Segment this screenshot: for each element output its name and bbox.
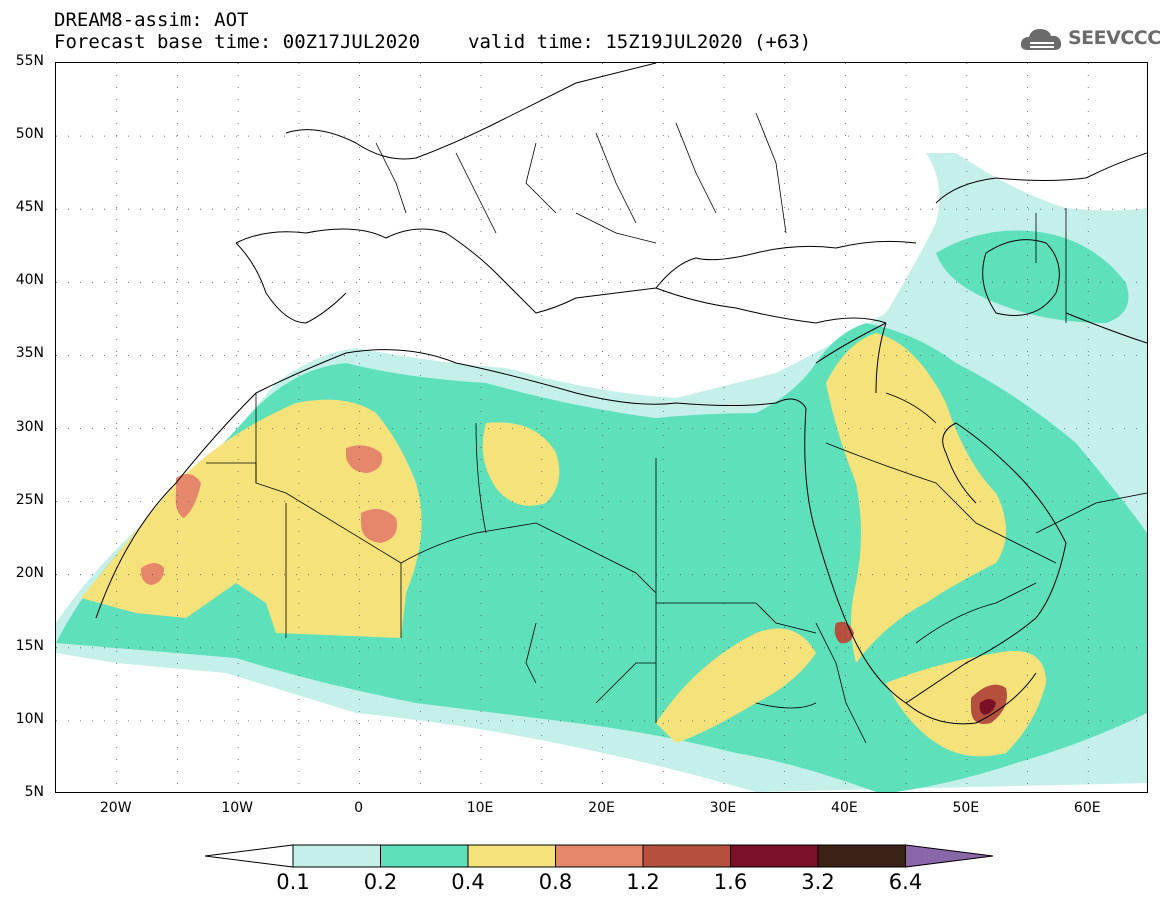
colorbar-label: 0.4 [451,870,485,894]
colorbar-segment [467,844,556,868]
lon-label: 20W [99,800,132,816]
colorbar-label: 0.2 [363,870,398,894]
lat-label: 50N [15,126,44,143]
aot-band-0_2-north [936,230,1129,323]
map-title: DREAM8-assim: AOT [54,9,249,31]
lat-label: 45N [15,199,44,216]
aot-band-0_8-d [140,563,164,585]
colorbar-label: 6.4 [888,870,923,894]
valid-time-label: valid time: 15Z19JUL2020 (+63) [468,31,812,53]
aot-band-0_4-west [81,399,422,638]
lon-label: 60E [1073,800,1101,816]
lon-label: 40E [831,800,858,816]
colorbar-segment [380,844,469,868]
base-time-label: Forecast base time: 00Z17JUL2020 [54,31,421,53]
colorbar-segment [642,844,731,868]
colorbar-segment [555,844,644,868]
aot-shading [56,153,1147,792]
coastlines [95,63,1147,725]
aot-band-0_8-a [346,445,383,473]
lat-label: 55N [15,53,44,69]
aot-band-0_4-central [482,422,560,506]
aot-band-1_6 [979,699,996,715]
aot-band-0_8-b [361,509,397,543]
lon-label: 50E [952,800,980,816]
colorbar-label: 0.1 [276,870,310,894]
lon-label: 20E [588,800,615,816]
aot-band-0_4-horn [886,651,1046,757]
colorbar-label: 1.6 [713,870,748,894]
colorbar-label: 0.8 [538,870,573,894]
aot-map [56,63,1147,792]
lat-label: 35N [15,345,44,362]
cloud-logo-icon [1020,29,1062,50]
lat-label: 15N [15,637,44,654]
seevccc-logo: SEEVCCC [1018,24,1161,56]
map-subtitle: Forecast base time: 00Z17JUL2020 valid ti… [54,31,811,53]
colorbar-segments [205,844,994,868]
colorbar-segment [292,844,381,868]
colorbar-label: 1.2 [626,870,660,894]
colorbar-label: 3.2 [801,870,835,894]
colorbar-over-arrow [905,844,994,868]
colorbar-segment [730,844,819,868]
lat-label: 10N [15,710,44,727]
aot-band-0_8-c [175,474,201,518]
colorbar-under-arrow [205,844,294,868]
lat-label: 25N [15,491,44,508]
lat-label: 20N [15,564,44,581]
aot-band-0_4-sahel [656,628,816,743]
lat-label: 5N [24,784,44,800]
country-borders [206,112,1147,744]
lat-label: 30N [15,418,44,435]
lon-label: 0 [354,800,364,816]
colorbar [205,844,994,868]
lon-label: 10E [466,800,494,816]
colorbar-segment [817,844,906,868]
lon-label: 30E [709,800,737,816]
map-panel [55,62,1148,793]
aot-band-0_4-arabia [826,333,1006,663]
lat-label: 40N [15,272,44,289]
logo-text: SEEVCCC [1068,27,1161,49]
aot-band-1_2-b [834,621,854,644]
lon-label: 10W [221,800,253,816]
